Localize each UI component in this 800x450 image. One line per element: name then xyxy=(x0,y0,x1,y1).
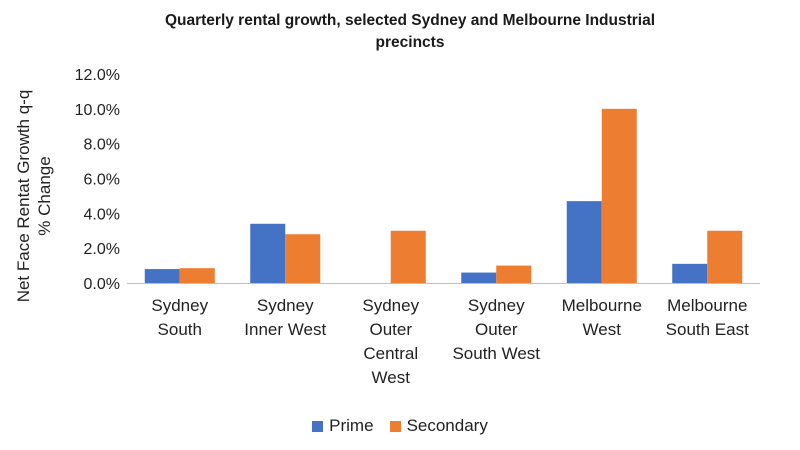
x-category-label-line: South xyxy=(158,320,202,339)
bar-secondary-1 xyxy=(285,234,321,283)
legend-label-prime: Prime xyxy=(329,416,374,435)
x-category-label-line: South East xyxy=(666,320,749,339)
legend-label-secondary: Secondary xyxy=(406,416,488,435)
x-category-label: Sydney South xyxy=(151,296,208,339)
x-category-label-line: Melbourne xyxy=(667,296,747,315)
bar-secondary-4 xyxy=(601,108,637,283)
x-category-label: Melbourne West xyxy=(562,296,642,339)
y-tick-label: 12.0% xyxy=(75,67,120,84)
y-tick-label: 0.0% xyxy=(84,276,120,293)
bar-secondary-0 xyxy=(179,268,215,283)
bar-secondary-3 xyxy=(496,265,532,283)
x-category-label-line: Outer xyxy=(475,320,518,339)
bar-prime-0 xyxy=(144,269,180,283)
bar-prime-4 xyxy=(566,201,602,283)
x-category-label: Sydney Inner West xyxy=(244,296,326,339)
x-category-label-line: Sydney xyxy=(257,296,314,315)
x-category-label-line: Sydney xyxy=(362,296,419,315)
x-category-label: Sydney Outer Central West xyxy=(362,296,419,387)
y-tick-label: 10.0% xyxy=(75,102,120,119)
x-category-label: Sydney Outer South West xyxy=(452,296,540,363)
y-tick-label: 4.0% xyxy=(84,206,120,223)
x-category-label-line: Inner West xyxy=(244,320,326,339)
y-tick-label: 8.0% xyxy=(84,137,120,154)
x-category-label-line: South West xyxy=(452,344,540,363)
bar-secondary-2 xyxy=(390,230,426,283)
y-tick-label: 6.0% xyxy=(84,172,120,189)
legend-item-secondary: Secondary xyxy=(389,416,488,436)
bar-prime-3 xyxy=(461,272,497,283)
x-category-label-line: Central xyxy=(363,344,418,363)
x-category-label-line: Sydney xyxy=(151,296,208,315)
legend-swatch-prime xyxy=(312,420,324,432)
bar-prime-5 xyxy=(672,263,708,283)
x-category-label-line: Outer xyxy=(369,320,412,339)
chart-title-line-2: precincts xyxy=(375,34,445,51)
x-category-label-line: West xyxy=(583,320,622,339)
x-category-label-line: Melbourne xyxy=(562,296,642,315)
bar-prime-1 xyxy=(250,223,286,283)
x-category-label-line: Sydney xyxy=(468,296,525,315)
y-tick-label: 2.0% xyxy=(84,241,120,258)
legend: Prime Secondary xyxy=(0,416,800,436)
x-category-label: Melbourne South East xyxy=(666,296,749,339)
x-category-label-line: West xyxy=(372,368,411,387)
chart-title: Quarterly rental growth, selected Sydney… xyxy=(80,10,740,54)
bar-secondary-5 xyxy=(707,230,743,283)
legend-item-prime: Prime xyxy=(312,416,374,436)
chart-title-line-1: Quarterly rental growth, selected Sydney… xyxy=(164,12,656,29)
legend-swatch-secondary xyxy=(389,420,401,432)
